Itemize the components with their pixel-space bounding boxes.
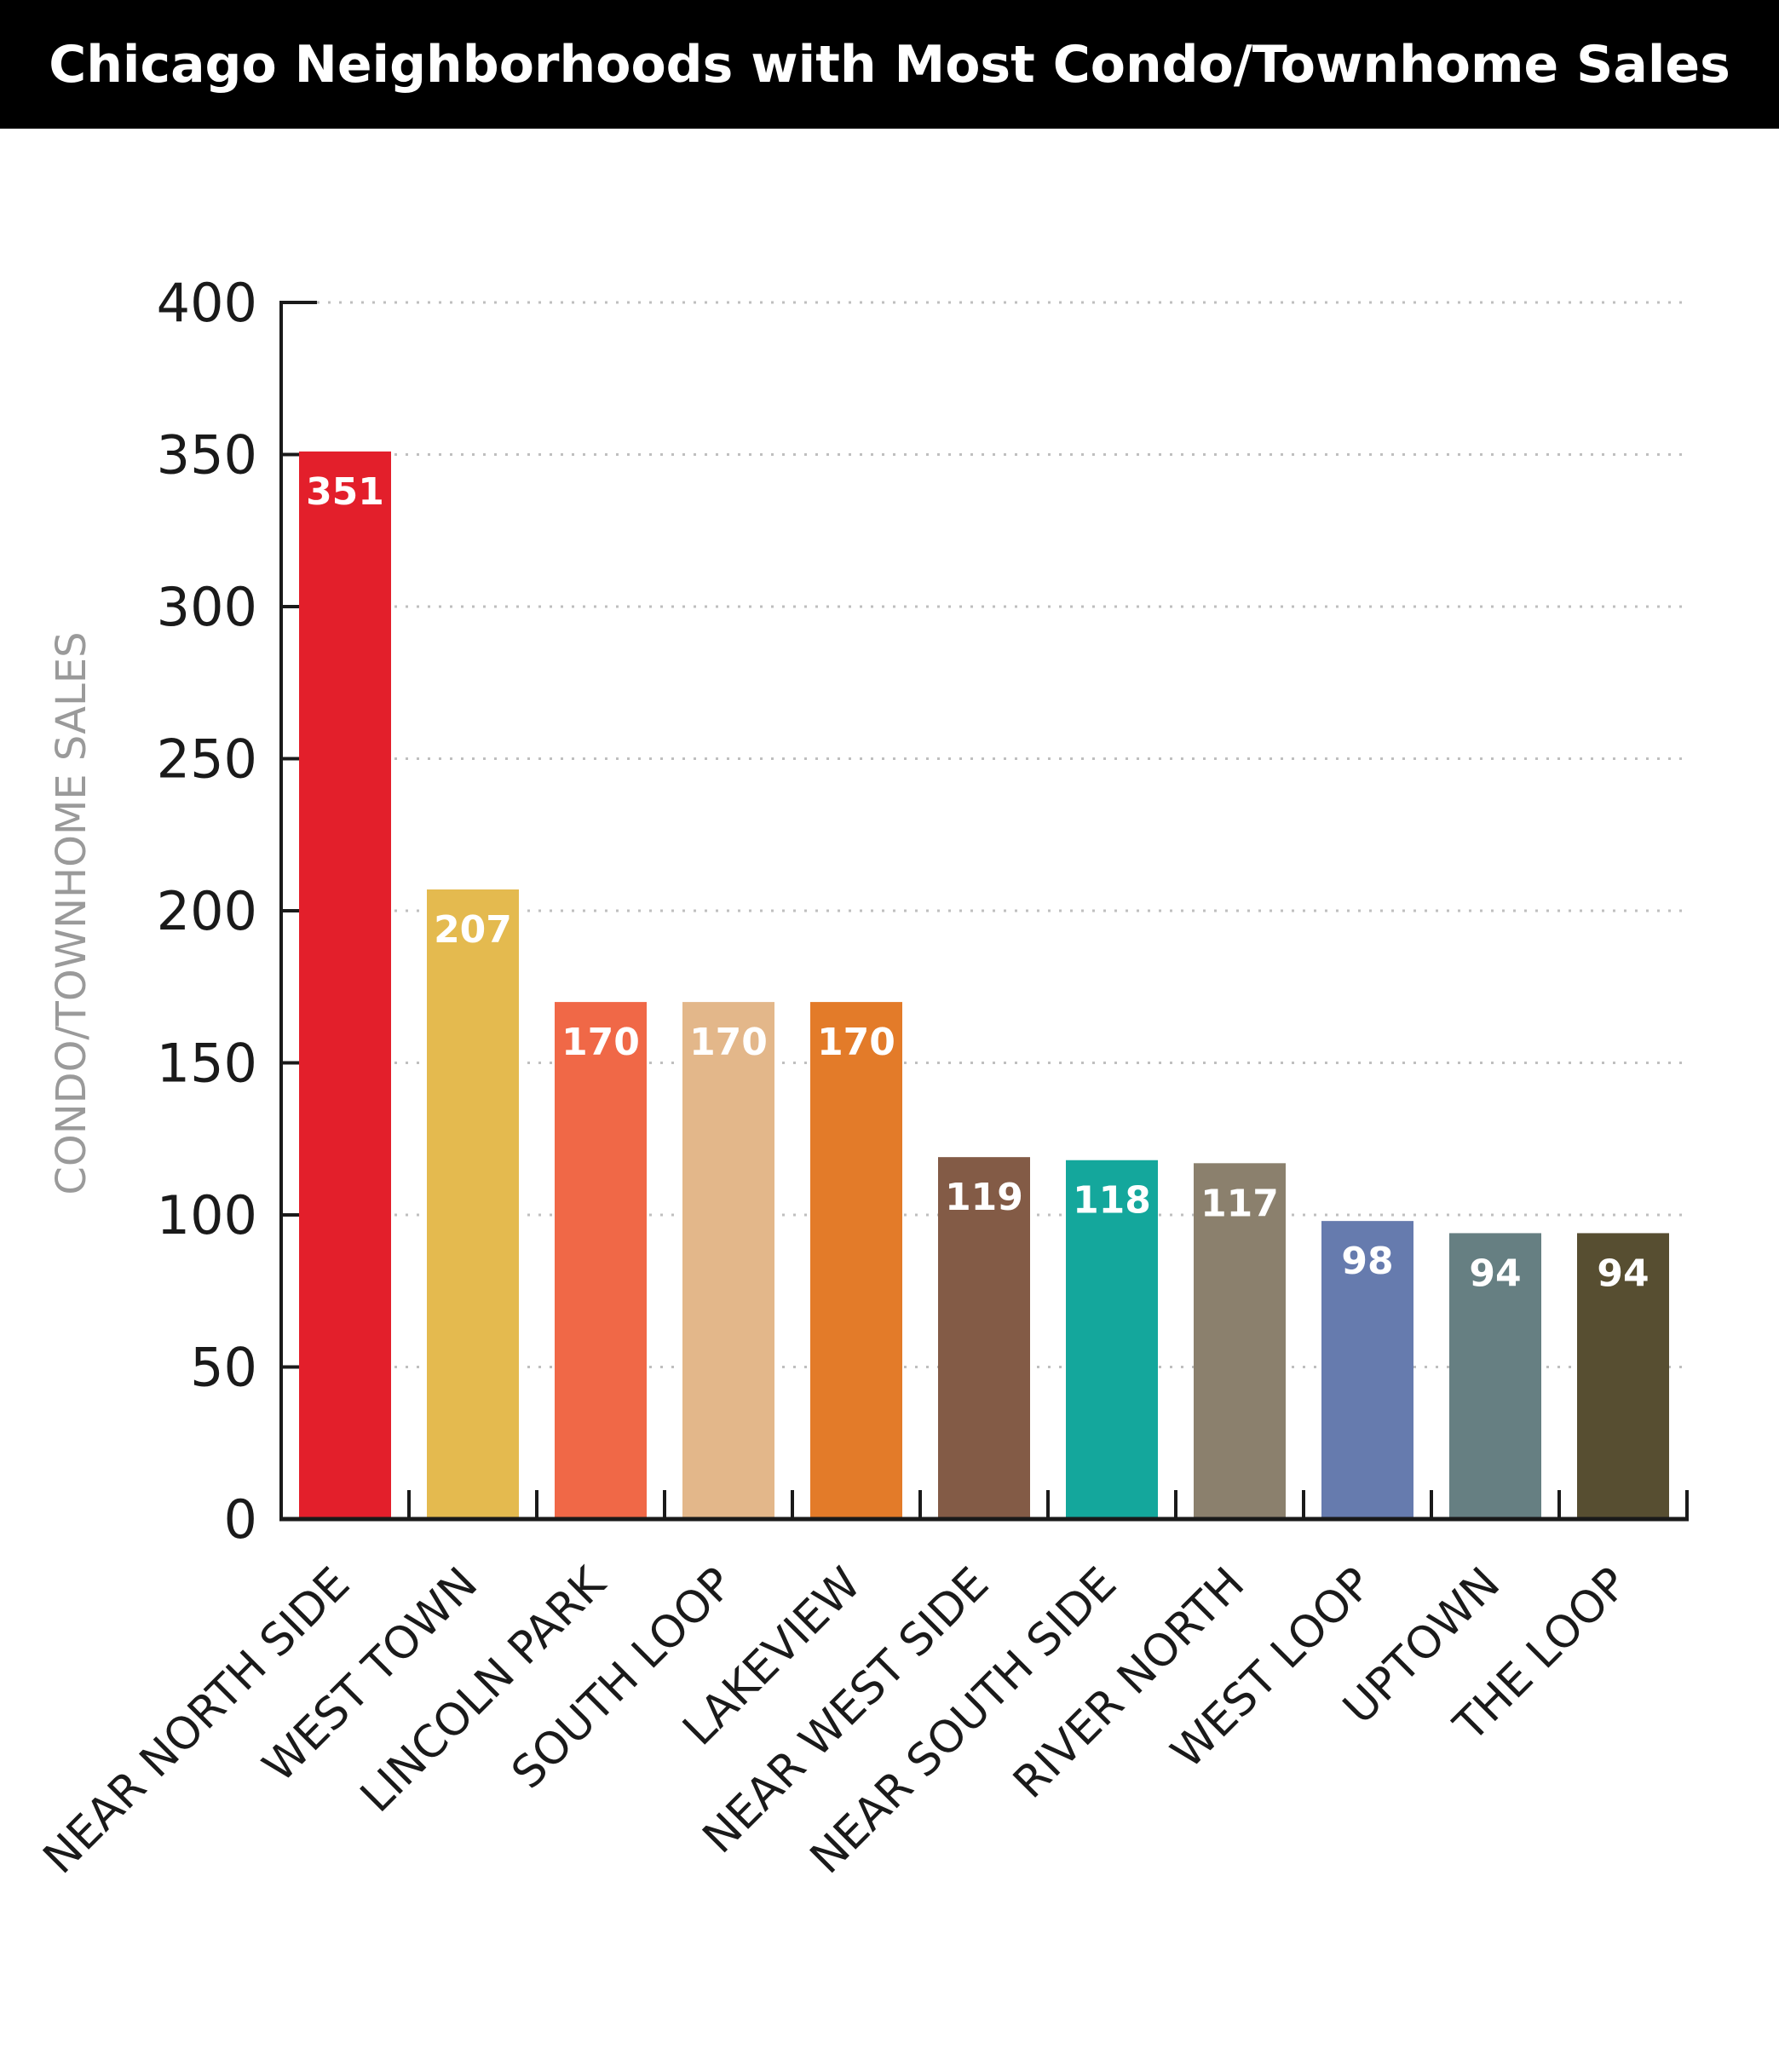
- bar-value-label: 119: [945, 1176, 1023, 1219]
- y-tick-label: 250: [157, 728, 257, 791]
- y-tick-label: 350: [157, 424, 257, 486]
- bar: [810, 1002, 902, 1519]
- bar: [555, 1002, 647, 1519]
- chart-title: Chicago Neighborhoods with Most Condo/To…: [49, 34, 1730, 95]
- bar: [1194, 1163, 1286, 1519]
- bar: [1577, 1233, 1669, 1519]
- bar: [1449, 1233, 1541, 1519]
- bar: [682, 1002, 774, 1519]
- bar-value-label: 117: [1200, 1182, 1279, 1225]
- bar-value-label: 118: [1073, 1179, 1151, 1223]
- bar: [427, 889, 519, 1519]
- y-tick-label: 300: [157, 576, 257, 638]
- bar-value-label: 351: [306, 470, 384, 514]
- y-tick-label: 200: [157, 880, 257, 942]
- bar-value-label: 94: [1469, 1252, 1521, 1295]
- y-tick-label: 400: [157, 272, 257, 334]
- bar-value-label: 98: [1341, 1240, 1393, 1283]
- bar-value-label: 170: [561, 1021, 640, 1064]
- chart-title-bar: Chicago Neighborhoods with Most Condo/To…: [0, 0, 1779, 129]
- bar: [1066, 1160, 1158, 1519]
- y-tick-label: 150: [157, 1033, 257, 1095]
- bar-value-label: 170: [689, 1021, 768, 1064]
- bar: [1321, 1221, 1413, 1519]
- x-category-label: SOUTH LOOP: [503, 1558, 744, 1799]
- bar: [299, 451, 391, 1520]
- y-axis-title: CONDO/TOWNHOME SALES: [48, 631, 95, 1194]
- y-tick-label: 100: [157, 1184, 257, 1246]
- bar: [938, 1157, 1030, 1519]
- bar-value-label: 94: [1597, 1252, 1649, 1295]
- y-tick-label: 0: [224, 1488, 257, 1551]
- x-category-label: RIVER NORTH: [1004, 1558, 1254, 1809]
- bar-value-label: 207: [434, 908, 512, 952]
- y-tick-label: 50: [190, 1337, 257, 1399]
- bar-value-label: 170: [817, 1021, 895, 1064]
